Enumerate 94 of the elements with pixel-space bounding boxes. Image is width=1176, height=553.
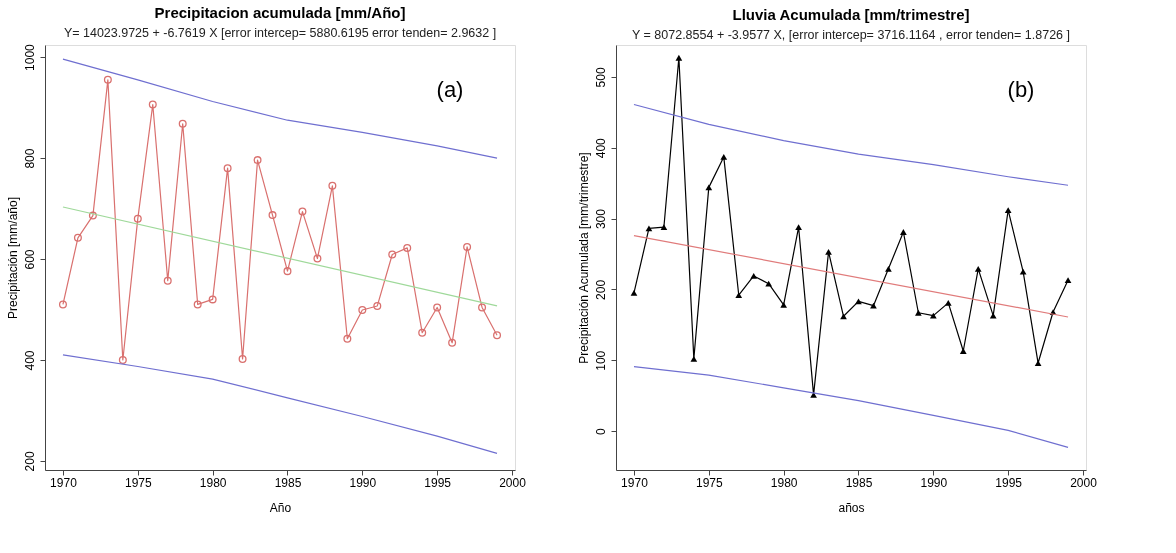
point [765, 280, 773, 287]
point [675, 54, 683, 61]
x-tick-label: 2000 [499, 475, 527, 490]
point [795, 224, 802, 230]
chart-title: Precipitacion acumulada [mm/Año] [154, 4, 406, 22]
point [433, 303, 442, 312]
point [253, 156, 262, 165]
point [1004, 207, 1012, 213]
point [283, 267, 292, 276]
point [959, 348, 967, 354]
point [690, 355, 698, 362]
y-tick-label: 200 [593, 279, 608, 300]
x-tick-label: 1980 [199, 475, 227, 490]
point [974, 265, 982, 272]
x-tick-label: 2000 [1070, 475, 1098, 490]
point [944, 299, 952, 306]
x-tick-label: 1970 [50, 475, 78, 490]
point [885, 265, 892, 272]
line-series [633, 365, 1069, 448]
x-tick-label: 1995 [424, 475, 452, 490]
x-tick-label: 1980 [770, 475, 798, 490]
x-axis-title: años [838, 500, 865, 515]
y-axis-title: Precipitación Acumulada [mm/trimestre] [576, 152, 591, 364]
point [870, 302, 877, 309]
point [238, 354, 247, 363]
point [193, 300, 202, 309]
point [1034, 360, 1042, 366]
x-tick-label: 1990 [349, 475, 377, 490]
annotation: (a) [436, 77, 464, 102]
x-tick-label: 1995 [995, 475, 1023, 490]
x-tick-label: 1990 [920, 475, 948, 490]
point [705, 184, 713, 191]
point [720, 154, 728, 160]
point [148, 100, 157, 109]
point [448, 338, 457, 347]
chart-subtitle: Y = 8072.8554 + -3.9577 X, [error intercep= 3716.1164 , error tenden= 1.8726 ] [631, 27, 1071, 42]
point [735, 292, 743, 298]
chart-title: Lluvia Acumulada [mm/trimestre] [732, 5, 970, 23]
point [358, 306, 367, 314]
line-series [62, 58, 498, 159]
point [493, 331, 502, 340]
point [418, 328, 427, 337]
y-tick-label: 400 [593, 137, 608, 159]
point [313, 254, 322, 263]
line-series [633, 103, 1069, 186]
point [915, 309, 922, 316]
point [900, 229, 907, 235]
point [73, 233, 82, 242]
y-tick-label: 0 [593, 427, 608, 435]
point [780, 302, 787, 308]
point [298, 207, 307, 216]
point [88, 211, 97, 220]
y-tick-label: 600 [22, 249, 37, 270]
point [178, 119, 187, 128]
y-axis-title: Precipitación [mm/año] [5, 196, 20, 320]
y-tick-label: 400 [22, 350, 37, 371]
x-tick-label: 1975 [124, 475, 152, 490]
point [388, 250, 397, 259]
point [660, 224, 668, 230]
y-tick-label: 800 [22, 148, 37, 169]
annotation: (b) [1007, 77, 1035, 102]
point [810, 392, 817, 398]
point [630, 290, 638, 296]
chart-subtitle: Y= 14023.9725 + -6.7619 X [error intercep= 5880.6195 error tenden= 2.9632 ] [63, 26, 497, 41]
y-tick-label: 500 [593, 67, 608, 88]
y-tick-label: 1000 [22, 43, 37, 71]
x-tick-label: 1985 [845, 475, 873, 490]
x-tick-label: 1985 [274, 475, 302, 490]
x-tick-label: 1975 [695, 475, 723, 490]
point [463, 242, 472, 251]
point [1019, 268, 1027, 275]
point [840, 313, 847, 320]
point [133, 214, 142, 223]
x-tick-label: 1970 [621, 475, 649, 490]
point [373, 301, 382, 310]
y-tick-label: 100 [593, 350, 608, 371]
point [163, 276, 172, 285]
point [1064, 277, 1072, 284]
point [328, 181, 337, 190]
point [268, 211, 277, 220]
x-axis-title: Año [269, 500, 292, 515]
point [478, 303, 487, 312]
point [750, 273, 758, 279]
point [343, 334, 352, 343]
point [103, 75, 112, 84]
y-tick-label: 200 [22, 451, 37, 472]
point [58, 300, 67, 309]
y-tick-label: 300 [593, 208, 608, 230]
point [208, 295, 217, 304]
point [825, 248, 832, 255]
point [118, 355, 127, 364]
line-series [62, 354, 498, 454]
point [403, 243, 412, 252]
point [223, 164, 232, 173]
